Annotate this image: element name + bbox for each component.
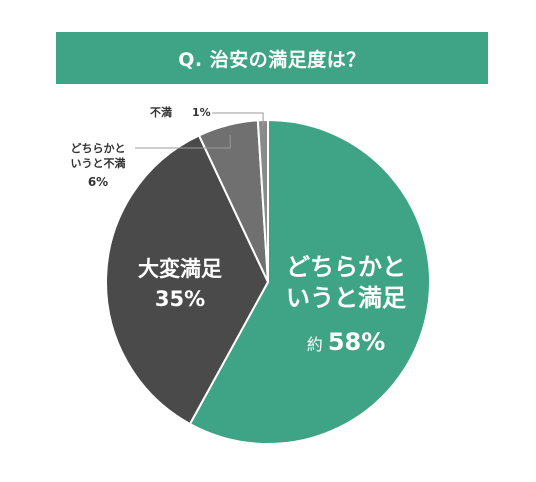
leader-line-somewhat-dissatisfied — [135, 134, 231, 149]
slice-value-somewhat-dissatisfied: 6% — [88, 175, 108, 189]
chart-title: Q. 治安の満足度は？ — [178, 48, 366, 71]
slice-value-somewhat-satisfied: 約 58% — [307, 328, 386, 356]
slice-label-somewhat-satisfied-line1: どちらかと — [286, 253, 406, 281]
slice-label-dissatisfied: 不満 — [150, 105, 172, 119]
leader-line-dissatisfied — [212, 112, 264, 127]
slice-value-very-satisfied: 35% — [155, 287, 205, 311]
slice-very-satisfied — [105, 134, 270, 426]
slice-label-somewhat-satisfied-line2: いうと満足 — [286, 284, 406, 312]
slice-label-somewhat-dissatisfied-line2: いうと不満 — [71, 156, 126, 170]
slice-label-very-satisfied: 大変満足 — [138, 257, 222, 281]
slice-value-dissatisfied: 1% — [192, 106, 211, 119]
chart-title-bar: Q. 治安の満足度は？ — [56, 32, 488, 84]
slice-somewhat-satisfied — [188, 118, 431, 445]
slice-label-somewhat-dissatisfied-line1: どちらかと — [71, 142, 126, 155]
